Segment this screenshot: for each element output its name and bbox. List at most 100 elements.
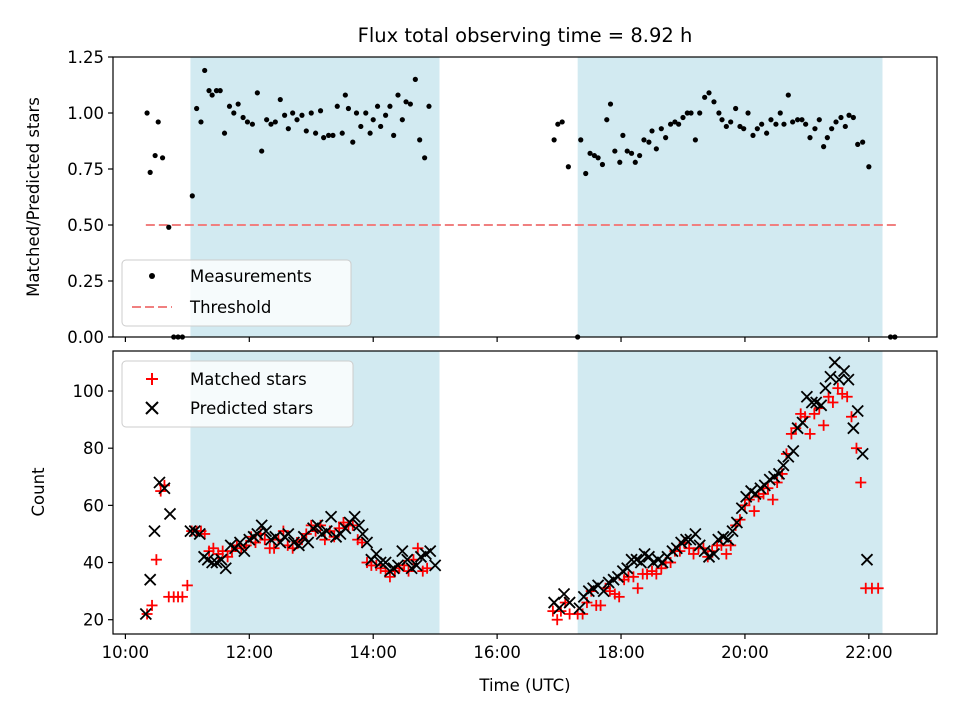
measurement-point: [676, 121, 682, 127]
predicted-star-point: [401, 553, 414, 566]
measurement-point: [299, 112, 305, 118]
measurement-point: [367, 130, 373, 136]
x-tick-label: 22:00: [845, 643, 893, 662]
matched-star-point: [146, 599, 158, 611]
predicted-star-point: [837, 364, 851, 378]
measurement-point: [855, 141, 861, 147]
measurement-point: [785, 92, 791, 98]
top-legend-box: [121, 259, 352, 327]
measurement-point: [374, 103, 381, 109]
x-axis-label: Time (UTC): [478, 676, 570, 695]
measurement-point: [821, 144, 827, 150]
measurement-point: [285, 126, 291, 132]
matched-star-point: [872, 582, 884, 594]
top-y-ticks: 0.00 0.25 0.50 0.75 1.00 1.25: [67, 48, 113, 347]
measurement-point: [268, 121, 274, 127]
measurement-point: [719, 117, 725, 123]
bottom-legend-box: [121, 360, 354, 428]
matched-star-point: [551, 614, 563, 626]
measurement-point: [781, 121, 787, 127]
predicted-star-point: [552, 602, 566, 615]
measurement-point: [688, 110, 694, 116]
predicted-star-point: [698, 544, 711, 558]
matched-star-point: [785, 428, 797, 440]
bottom-y-axis-label: Count: [29, 467, 48, 517]
measurement-point: [838, 114, 844, 121]
predicted-star-point: [851, 404, 864, 418]
shaded-interval-2: [577, 351, 883, 634]
matched-star-point: [421, 562, 433, 574]
measurement-point: [387, 103, 393, 109]
matched-star-point: [683, 542, 695, 554]
predicted-star-point: [410, 559, 423, 572]
predicted-star-point: [805, 396, 818, 409]
top-legend: Measurements Threshold: [121, 259, 352, 327]
measurement-point: [155, 119, 161, 125]
measurement-point: [716, 110, 722, 116]
predicted-star-point: [860, 553, 874, 566]
predicted-star-point: [144, 573, 157, 586]
matched-star-point: [268, 542, 280, 554]
measurement-point: [383, 112, 389, 118]
matched-star-point: [808, 408, 820, 420]
predicted-star-point: [777, 459, 790, 472]
measurement-point: [706, 90, 712, 96]
measurements-legend-label: Measurements: [190, 267, 312, 286]
predicted-star-point: [205, 556, 219, 569]
measurement-point: [607, 101, 614, 107]
measurement-point: [264, 117, 270, 123]
x-tick-label: 20:00: [721, 643, 769, 662]
matched-star-point: [846, 411, 858, 423]
measurement-point: [290, 110, 296, 116]
matched-star-point: [412, 542, 424, 554]
matched-star-point: [632, 582, 644, 594]
measurement-point: [637, 152, 643, 159]
measurement-point: [147, 169, 153, 175]
measurement-point: [312, 130, 319, 136]
measurement-point: [702, 94, 708, 100]
measurement-point: [641, 137, 647, 143]
predicted-star-point: [824, 370, 837, 383]
predicted-legend-label: Predicted stars: [190, 399, 313, 418]
measurement-point: [209, 92, 215, 98]
measurement-point: [294, 117, 300, 123]
predicted-star-point: [193, 527, 206, 541]
predicted-star-point: [356, 527, 369, 541]
predicted-star-point: [819, 382, 832, 395]
bottom-x-ticks: 10:00 12:00 14:00 16:00 18:00 20:00 22:00: [102, 634, 893, 662]
matched-star-point: [176, 591, 188, 603]
measurement-point: [728, 119, 734, 125]
measurement-point: [799, 117, 805, 123]
predicted-star-point: [339, 522, 352, 535]
measurement-point: [249, 121, 255, 127]
predicted-star-point: [722, 533, 735, 546]
measurement-point: [350, 139, 356, 145]
predicted-star-point: [563, 596, 576, 609]
predicted-star-point: [163, 507, 177, 521]
predicted-star-point: [557, 587, 571, 601]
y-tick-label: 0.00: [67, 328, 104, 347]
measurement-point: [334, 103, 340, 109]
measurement-point: [824, 135, 830, 141]
measurement-point: [399, 117, 405, 123]
measurement-point: [759, 121, 765, 127]
matched-star-point: [595, 599, 607, 611]
measurement-point: [221, 130, 228, 136]
y-tick-label: 100: [73, 382, 105, 401]
predicted-star-point: [424, 544, 437, 558]
matched-star-point: [199, 528, 211, 540]
measurement-point: [850, 114, 856, 121]
predicted-star-point: [735, 502, 748, 515]
predicted-star-point: [360, 536, 374, 549]
measurement-point: [795, 117, 801, 123]
measurement-point: [846, 112, 852, 118]
measurement-point: [353, 110, 360, 116]
measurement-point: [231, 110, 237, 116]
measurement-point: [697, 110, 703, 116]
predicted-star-point: [324, 510, 338, 523]
measurement-point: [764, 130, 770, 136]
predicted-star-point: [679, 533, 693, 546]
predicted-star-point: [642, 550, 656, 563]
predicted-star-point: [348, 510, 361, 523]
measurement-points: [144, 67, 898, 340]
